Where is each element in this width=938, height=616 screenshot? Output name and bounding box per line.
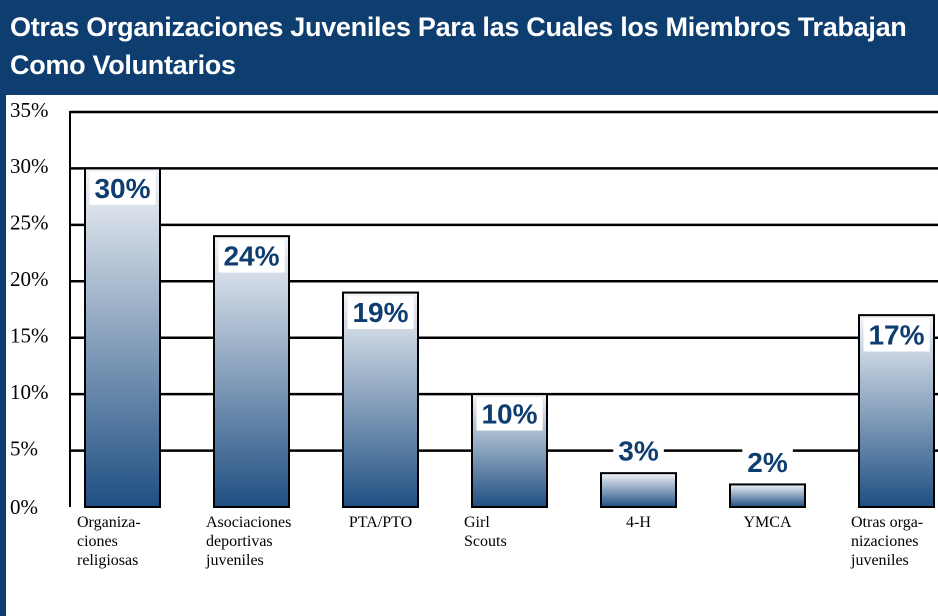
y-tick-label: 15% xyxy=(10,324,49,348)
value-label: 2% xyxy=(747,447,788,478)
bar xyxy=(84,167,161,509)
value-label: 24% xyxy=(223,241,279,272)
y-tick-label: 5% xyxy=(10,436,38,460)
bar xyxy=(213,235,290,508)
y-tick-label: 35% xyxy=(10,98,49,122)
x-tick-label: 4-H xyxy=(626,514,651,531)
x-tick-label: Girl Scouts xyxy=(464,514,507,550)
y-tick-label: 0% xyxy=(10,495,38,519)
y-tick-label: 25% xyxy=(10,211,49,235)
value-label: 30% xyxy=(94,173,150,204)
value-label-bg xyxy=(742,445,793,479)
value-label-bg xyxy=(347,295,414,329)
value-label: 17% xyxy=(868,320,924,351)
value-label: 19% xyxy=(352,297,408,328)
x-tick-label: Organiza- ciones religiosas xyxy=(77,514,141,569)
value-label-bg xyxy=(476,397,543,431)
y-tick-label: 20% xyxy=(10,267,49,291)
x-tick-label: Otras orga- nizaciones juveniles xyxy=(851,514,924,569)
value-label-bg xyxy=(863,318,930,352)
value-label-bg xyxy=(89,171,156,205)
x-tick-label: YMCA xyxy=(743,514,792,531)
value-label: 3% xyxy=(618,436,659,467)
x-tick-label: Asociaciones deportivas juveniles xyxy=(206,514,292,569)
chart-title: Otras Organizaciones Juveniles Para las … xyxy=(10,12,907,80)
bar xyxy=(729,483,806,508)
left-border xyxy=(0,95,6,616)
y-tick-label: 30% xyxy=(10,154,49,178)
y-tick-label: 10% xyxy=(10,380,49,404)
bar xyxy=(600,472,677,508)
value-label-bg xyxy=(218,239,285,273)
title-bar xyxy=(0,0,938,95)
value-label: 10% xyxy=(481,399,537,430)
value-label-bg xyxy=(613,434,664,468)
x-tick-label: PTA/PTO xyxy=(348,514,413,531)
